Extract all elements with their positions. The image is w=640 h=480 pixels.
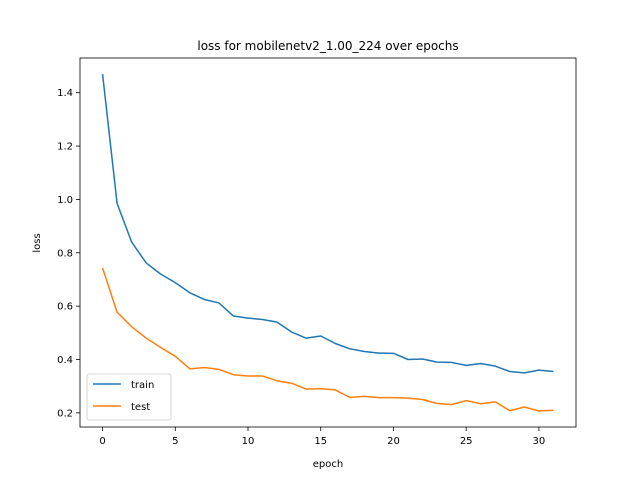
y-tick-label: 1.0	[57, 195, 73, 206]
y-tick-label: 0.4	[57, 355, 73, 366]
x-axis-ticks: 0 5 10 15 20 25 30	[99, 427, 545, 447]
x-tick-label: 30	[533, 436, 546, 447]
x-tick-label: 5	[172, 436, 178, 447]
legend-box	[86, 373, 172, 421]
plot-area	[80, 58, 576, 427]
y-tick-label: 0.8	[57, 248, 73, 259]
legend: train test	[86, 373, 172, 421]
x-tick-label: 25	[460, 436, 473, 447]
y-axis-label: loss	[32, 233, 43, 252]
series-line-train	[101, 73, 554, 374]
x-axis-label: epoch	[313, 459, 343, 470]
legend-label-train: train	[131, 380, 154, 391]
series-layer	[101, 73, 554, 412]
chart-title: loss for mobilenetv2_1.00_224 over epoch…	[197, 39, 458, 53]
y-axis-ticks: 0.2 0.4 0.6 0.8 1.0 1.2 1.4	[57, 88, 80, 419]
y-tick-label: 0.6	[57, 302, 73, 313]
legend-label-test: test	[131, 402, 150, 413]
series-line-test	[101, 267, 554, 412]
y-tick-label: 1.4	[57, 88, 73, 99]
x-tick-label: 20	[387, 436, 400, 447]
x-tick-label: 10	[242, 436, 255, 447]
y-tick-label: 1.2	[57, 142, 73, 153]
x-tick-label: 15	[314, 436, 327, 447]
plot-frame	[79, 57, 577, 428]
x-tick-label: 0	[99, 436, 105, 447]
y-tick-label: 0.2	[57, 408, 73, 419]
